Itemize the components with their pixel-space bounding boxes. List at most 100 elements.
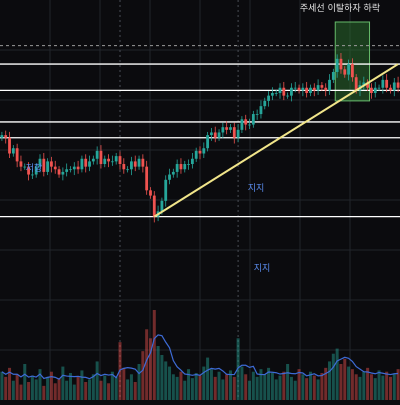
volume-bar	[46, 377, 49, 400]
candle-body	[305, 88, 308, 93]
volume-bar	[328, 361, 331, 400]
candle-body	[176, 164, 179, 172]
candle-body	[347, 64, 350, 75]
candle-body	[378, 88, 381, 89]
candle-body	[161, 201, 164, 212]
candle-body	[324, 88, 327, 91]
volume-bar	[195, 373, 198, 400]
trendline-layer	[154, 64, 398, 217]
candle-body	[92, 159, 95, 162]
candle-body	[237, 130, 240, 138]
candle-body	[275, 93, 278, 94]
volume-bar	[286, 364, 289, 400]
candle-body	[96, 151, 99, 159]
volume-bar	[16, 374, 19, 400]
annotation-resistance: 저항	[26, 163, 43, 174]
candle-body	[145, 167, 148, 191]
volume-bar	[218, 372, 221, 400]
candle-body	[381, 80, 384, 88]
candle-body	[134, 161, 137, 166]
candle-body	[221, 127, 224, 132]
volume-bar	[69, 373, 72, 400]
candle-body	[84, 159, 87, 167]
volume-bar	[233, 377, 236, 400]
candle-body	[103, 159, 106, 164]
candle-body	[8, 138, 11, 154]
volume-bar	[378, 370, 381, 400]
volume-bar	[12, 381, 15, 400]
candle-body	[141, 159, 144, 167]
volume-bar	[317, 379, 320, 400]
candle-body	[241, 119, 244, 130]
volume-bar	[65, 381, 68, 400]
volume-bar	[42, 386, 45, 400]
candle-body	[69, 169, 72, 170]
volume-bar	[332, 354, 335, 400]
candle-body	[393, 82, 396, 90]
volume-bar	[176, 377, 179, 400]
volume-bar	[31, 376, 34, 400]
candle-body	[263, 101, 266, 106]
candle-body	[4, 135, 7, 138]
candle-body	[138, 159, 141, 167]
volume-bar	[210, 369, 213, 400]
volume-bar	[301, 374, 304, 400]
volume-bar	[138, 364, 141, 400]
volume-bar	[389, 377, 392, 400]
candle-body	[256, 114, 259, 115]
candle-body	[130, 161, 133, 169]
volume-bar	[278, 376, 281, 400]
volume-bar	[221, 379, 224, 400]
volume-bar	[198, 376, 201, 400]
candle-body	[100, 151, 103, 164]
volume-bar	[358, 377, 361, 400]
volume-bar	[187, 369, 190, 400]
candle-body	[46, 161, 49, 172]
volume-bar	[385, 372, 388, 400]
candle-body	[111, 161, 114, 162]
volume-bar	[168, 367, 171, 400]
volume-bar	[134, 382, 137, 400]
candle-body	[279, 88, 282, 93]
volume-bar	[244, 374, 247, 400]
volume-bar	[240, 367, 243, 400]
trendline	[154, 64, 398, 217]
candle-body	[340, 59, 343, 70]
candle-body	[225, 127, 228, 130]
volume-bar	[157, 346, 160, 400]
volume-bar	[4, 377, 7, 400]
candle-body	[294, 88, 297, 89]
candle-body	[54, 167, 57, 170]
candle-body	[218, 132, 221, 137]
volume-bar	[214, 377, 217, 400]
volume-bar	[179, 372, 182, 400]
volume-bar	[122, 368, 125, 400]
volume-bar	[107, 383, 110, 400]
volume-bar	[96, 361, 99, 400]
candle-body	[73, 167, 76, 170]
candle-body	[12, 148, 15, 153]
candle-body	[271, 93, 274, 96]
candle-body	[385, 80, 388, 88]
volume-bar	[19, 385, 22, 400]
volume-bar	[370, 374, 373, 400]
volume-bar	[126, 379, 129, 400]
candle-body	[233, 127, 236, 138]
candle-body	[229, 127, 232, 130]
candle-body	[172, 172, 175, 175]
volume-bar	[88, 379, 91, 400]
candle-body	[20, 161, 23, 166]
volume-bar	[73, 385, 76, 400]
candle-body	[343, 69, 346, 74]
candle-body	[267, 96, 270, 101]
candle-body	[389, 88, 392, 91]
candle-body	[199, 151, 202, 154]
candle-body	[58, 169, 61, 174]
volume-bar	[305, 378, 308, 400]
volume-bar	[191, 378, 194, 400]
candle-body	[214, 132, 217, 137]
volume-bar	[61, 367, 64, 400]
candle-body	[301, 88, 304, 91]
